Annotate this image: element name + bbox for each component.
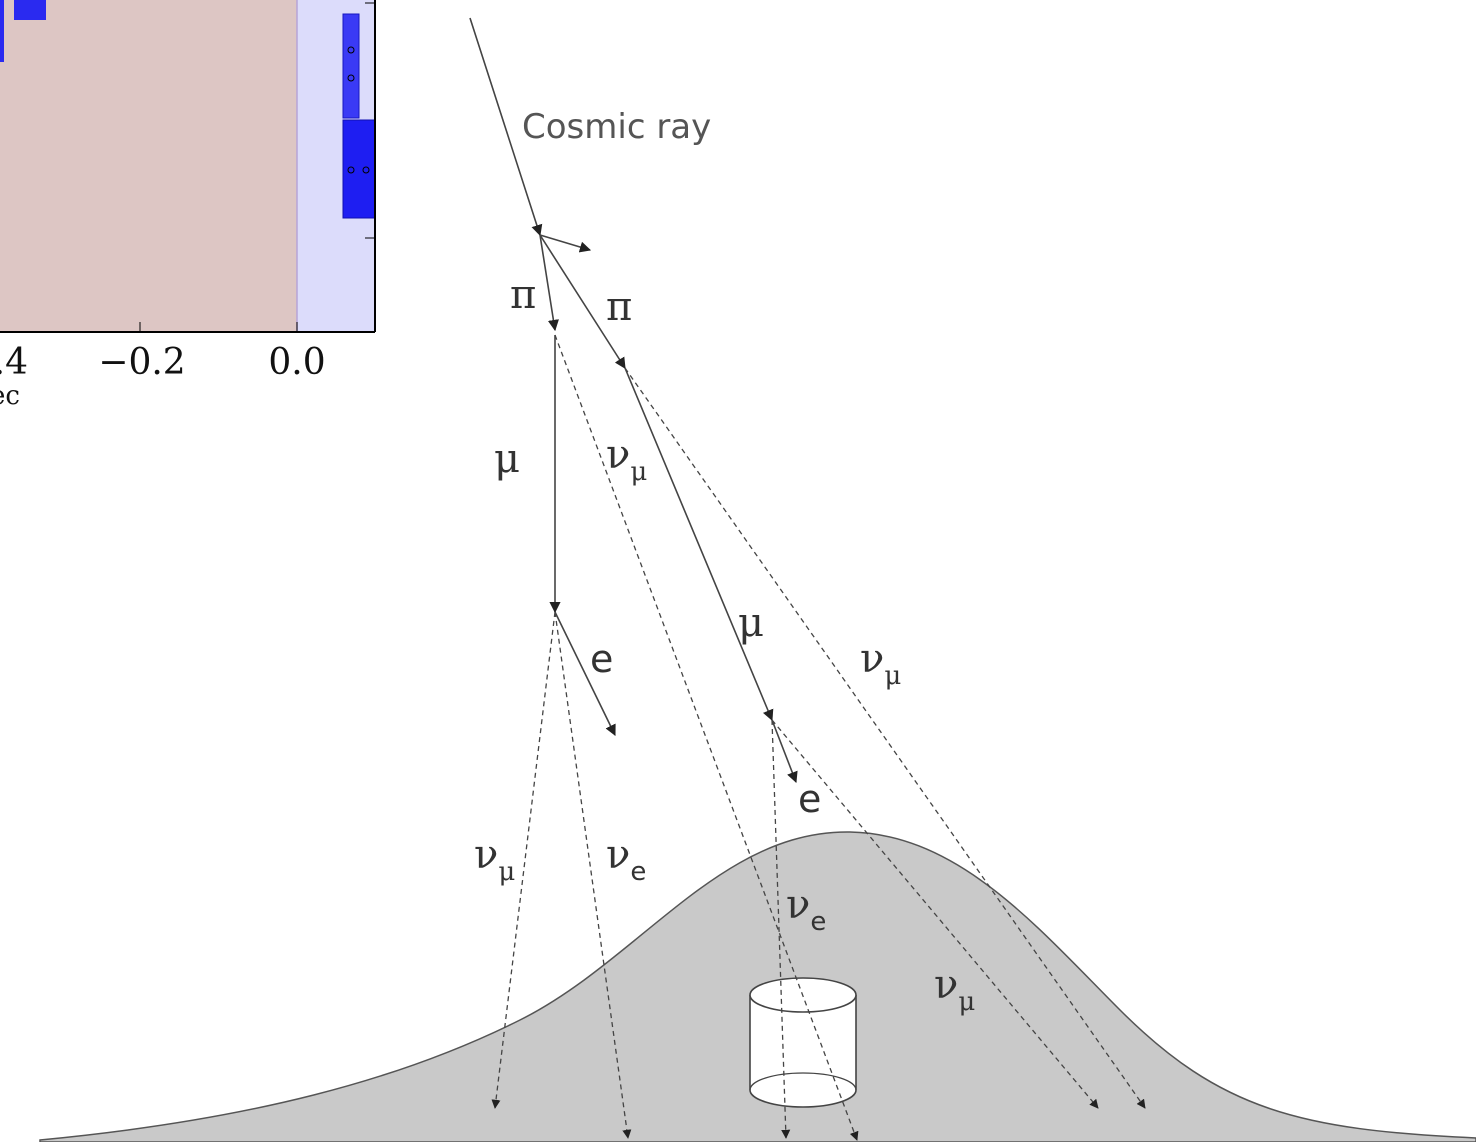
particle-symbol: π [606, 284, 632, 330]
particle-symbol: e [590, 637, 613, 681]
particle-subscript: μ [630, 457, 647, 487]
bar [343, 14, 359, 118]
tick-label: −0.2 [98, 342, 185, 383]
particle-subscript: μ [884, 661, 901, 691]
particle-subscript: e [810, 907, 826, 937]
particle-label: e [798, 777, 821, 821]
particle-symbol: ν [860, 636, 884, 682]
particle-label: μ [494, 436, 520, 482]
particle-symbol: π [510, 272, 536, 318]
tick-label: 0.0 [268, 342, 325, 383]
particle-label: νμ [474, 832, 515, 887]
particle-symbol: ν [786, 882, 810, 928]
tick-label: .4 [0, 342, 28, 383]
bar [0, 0, 4, 62]
region [0, 0, 297, 332]
axis-label: ec [0, 381, 20, 411]
particle-subscript: μ [958, 987, 975, 1017]
particle-label: μ [738, 600, 764, 646]
particle-label: νμ [860, 636, 901, 691]
particle-symbol: μ [494, 436, 520, 482]
bar [14, 0, 46, 20]
particle-label: π [510, 272, 536, 318]
particle-label: νμ [606, 432, 647, 487]
particle-symbol: e [798, 777, 821, 821]
inset-chart: .4 −0.2 0.0 ec [0, 0, 375, 411]
diagram: .4 −0.2 0.0 ec Cosmic ray ππμνμμνμeνμνee… [0, 0, 1476, 1142]
particle-label: π [606, 284, 632, 330]
particle-symbol: ν [934, 962, 958, 1008]
particle-symbol: ν [474, 832, 498, 878]
particle-symbol: μ [738, 600, 764, 646]
particle-symbol: ν [606, 832, 630, 878]
particle-subscript: e [630, 857, 646, 887]
particle-symbol: ν [606, 432, 630, 478]
particle-label: νe [606, 832, 646, 887]
particle-label: e [590, 637, 613, 681]
detector [750, 978, 856, 1107]
particle-subscript: μ [498, 857, 515, 887]
title: Cosmic ray [522, 107, 711, 147]
